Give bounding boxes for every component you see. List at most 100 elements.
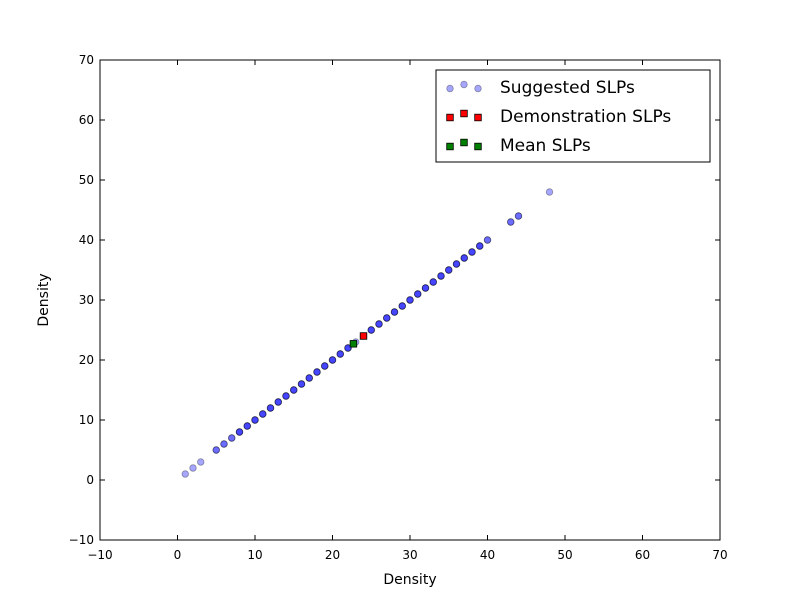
suggested-slp-point <box>259 410 267 418</box>
suggested-slp-point <box>251 416 259 424</box>
y-tick-label: −10 <box>69 533 94 547</box>
suggested-slp-point <box>259 410 267 418</box>
legend-mean-marker <box>446 142 454 151</box>
suggested-slp-point <box>468 248 476 256</box>
legend-mean-marker <box>474 142 482 151</box>
legend-demonstration-marker <box>460 109 468 118</box>
suggested-slp-point <box>181 470 189 478</box>
suggested-slp-point <box>305 374 313 382</box>
y-tick-label: 40 <box>79 233 94 247</box>
suggested-slp-point <box>274 398 282 406</box>
suggested-slp-point <box>297 380 306 388</box>
suggested-slp-point <box>367 326 375 334</box>
suggested-slp-point <box>545 188 554 196</box>
suggested-slp-point <box>398 302 406 310</box>
suggested-slp-point <box>398 302 406 310</box>
legend-suggested: Suggested SLPs <box>446 78 635 98</box>
suggested-slp-point <box>375 320 383 328</box>
suggested-slp-point <box>328 356 337 364</box>
y-tick-label: 70 <box>79 53 94 67</box>
legend-demonstration-label: Demonstration SLPs <box>500 107 671 127</box>
suggested-slp-point <box>514 212 523 220</box>
suggested-slp-point <box>197 458 205 466</box>
suggested-slp-point <box>290 386 298 394</box>
suggested-slp-point <box>421 284 430 292</box>
suggested-slp-point <box>452 260 461 268</box>
suggested-slp-point <box>414 290 422 298</box>
suggested-slp-point <box>228 434 236 442</box>
legend-suggested-label: Suggested SLPs <box>500 78 635 98</box>
legend-demonstration-marker <box>446 113 454 122</box>
y-tick-label: 10 <box>79 413 94 427</box>
legend-mean-label: Mean SLPs <box>500 136 591 156</box>
suggested-slp-point <box>429 278 437 286</box>
suggested-slp-point <box>266 404 275 412</box>
x-tick-label: 40 <box>480 548 495 562</box>
suggested-slp-point <box>421 284 430 292</box>
suggested-slp-point <box>437 272 445 280</box>
suggested-slp-point <box>375 320 383 328</box>
suggested-slp-point <box>476 242 484 250</box>
suggested-slp-point <box>476 242 484 250</box>
legend-demonstration: Demonstration SLPs <box>446 107 671 127</box>
suggested-slp-point <box>344 344 352 352</box>
y-tick-label: 20 <box>79 353 94 367</box>
suggested-slp-point <box>468 248 476 256</box>
suggested-slp-point <box>336 350 344 358</box>
x-tick-label: 70 <box>712 548 727 562</box>
suggested-slp-point <box>344 344 352 352</box>
suggested-slp-point <box>212 446 220 454</box>
suggested-slp-point <box>437 272 445 280</box>
suggested-slp-point <box>274 398 282 406</box>
suggested-slp-point <box>328 356 337 364</box>
legend: Suggested SLPs Demonstration SLPs Mean SLP… <box>435 69 711 163</box>
suggested-slp-point <box>297 380 306 388</box>
suggested-slp-point <box>251 416 259 424</box>
legend-suggested-marker <box>460 80 468 89</box>
suggested-slp-point <box>390 308 399 316</box>
x-tick-label: 0 <box>174 548 182 562</box>
suggested-slp-point <box>414 290 422 298</box>
y-axis-label: Density <box>36 273 52 326</box>
y-tick-label: 30 <box>79 293 94 307</box>
suggested-slp-point <box>445 266 453 274</box>
suggested-slp-point <box>266 404 275 412</box>
suggested-slp-point <box>406 296 414 304</box>
suggested-slp-point <box>282 392 290 400</box>
suggested-slp-point <box>321 362 329 370</box>
y-tick-label: 60 <box>79 113 94 127</box>
suggested-slp-point <box>313 368 321 376</box>
suggested-slp-point <box>406 296 414 304</box>
suggested-slp-point <box>305 374 313 382</box>
suggested-slp-point <box>251 416 259 424</box>
suggested-slp-point <box>297 380 306 388</box>
suggested-slp-point <box>460 254 468 262</box>
suggested-slp-point <box>282 392 290 400</box>
suggested-slp-point <box>367 326 375 334</box>
suggested-slp-point <box>282 392 290 400</box>
suggested-slp-point <box>313 368 321 376</box>
suggested-slp-point <box>305 374 313 382</box>
x-axis-label: Density <box>383 572 436 588</box>
suggested-slp-point <box>383 314 391 322</box>
legend-suggested-marker <box>446 84 454 93</box>
suggested-slp-point <box>243 422 251 430</box>
suggested-slp-point <box>259 410 267 418</box>
suggested-slp-point <box>390 308 399 316</box>
suggested-slp-point <box>414 290 422 298</box>
legend-mean-marker <box>460 138 468 147</box>
suggested-slp-point <box>390 308 399 316</box>
suggested-slp-point <box>321 362 329 370</box>
suggested-slp-point <box>243 422 251 430</box>
suggested-slp-point <box>445 266 453 274</box>
suggested-slp-point <box>429 278 437 286</box>
suggested-slp-point <box>383 314 391 322</box>
suggested-slp-point <box>452 260 461 268</box>
suggested-slp-point <box>290 386 298 394</box>
suggested-slp-point <box>406 296 414 304</box>
suggested-slp-point <box>421 284 430 292</box>
suggested-slp-point <box>274 398 282 406</box>
suggested-slp-point <box>367 326 375 334</box>
x-tick-label: 50 <box>557 548 572 562</box>
